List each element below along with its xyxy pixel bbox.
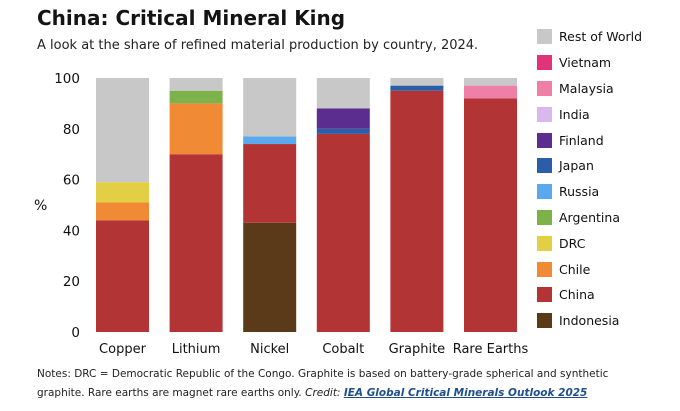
y-tick-label-60: 60 [63,173,80,189]
bar-segment-cobalt-rest-of-world [316,78,370,109]
legend-label-vietnam: Vietnam [559,55,612,71]
credit-label: Credit: [305,387,341,399]
bar-segment-cobalt-finland [316,108,370,129]
y-tick-label-100: 100 [54,71,80,87]
x-tick-label-nickel: Nickel [250,342,289,357]
bar-stack-lithium [169,78,223,332]
legend-label-russia: Russia [559,184,600,200]
legend-swatch-russia [537,184,552,200]
chart-title: China: Critical Mineral King [37,6,346,30]
x-tick-label-lithium: Lithium [172,342,221,357]
bar-stack-nickel [243,78,297,332]
legend-label-argentina: Argentina [559,209,620,225]
legend-item-rest-of-world: Rest of World [537,24,677,50]
y-axis-ticks: 0 20 40 60 80 100 [54,71,80,341]
bar-segment-copper-rest-of-world [96,78,149,183]
legend-swatch-indonesia [537,313,552,329]
legend-item-india: India [537,101,677,127]
legend-item-russia: Russia [537,179,677,205]
legend-item-vietnam: Vietnam [537,50,677,76]
credit-source-link[interactable]: IEA Global Critical Minerals Outlook 202… [343,387,588,399]
legend-item-japan: Japan [537,153,677,179]
bar-segment-rare-earths-malaysia [464,85,517,99]
bar-segment-graphite-japan [390,85,444,91]
legend-swatch-chile [537,261,552,277]
legend-item-finland: Finland [537,127,677,153]
legend-label-finland: Finland [559,132,604,148]
bar-stack-rare-earths [464,78,517,332]
y-tick-label-40: 40 [63,223,80,239]
legend-swatch-argentina [537,209,552,225]
bar-segment-cobalt-china [316,133,370,332]
bar-segment-rare-earths-rest-of-world [464,78,517,86]
bar-segment-graphite-rest-of-world [390,78,444,86]
bar-segment-copper-chile [96,202,149,221]
legend-label-japan: Japan [559,158,594,174]
legend-label-malaysia: Malaysia [559,80,614,96]
legend-swatch-vietnam [537,55,552,71]
bar-segment-nickel-indonesia [243,222,297,332]
legend-label-chile: Chile [559,261,591,277]
legend-item-malaysia: Malaysia [537,76,677,102]
bar-segment-nickel-russia [243,136,297,145]
bar-stack-graphite [390,78,444,332]
legend-label-india: India [559,106,590,122]
bar-stack-copper [96,78,149,332]
legend-swatch-rest-of-world [537,29,552,45]
bar-segment-lithium-china [169,154,223,332]
bar-segment-nickel-china [243,144,297,223]
notes-text: Notes: DRC = Democratic Republic of the … [37,368,609,399]
legend-swatch-china [537,287,552,303]
bar-segment-copper-china [96,220,149,332]
bar-segment-lithium-chile [169,103,223,155]
bar-segment-lithium-rest-of-world [169,78,223,91]
y-tick-label-0: 0 [71,325,80,341]
chart-legend: Rest of World Vietnam Malaysia India Finland… [537,24,677,334]
y-tick-label-20: 20 [63,274,80,290]
x-tick-label-copper: Copper [99,342,147,357]
legend-swatch-india [537,106,552,122]
y-tick-label-80: 80 [63,122,80,138]
legend-item-argentina: Argentina [537,205,677,231]
bar-segment-lithium-argentina [169,90,223,104]
legend-item-china: China [537,282,677,308]
x-axis-labels: Copper Lithium Nickel Cobalt Graphite Rare Ea… [99,342,528,357]
bar-stacks [96,78,517,332]
legend-swatch-malaysia [537,80,552,96]
legend-item-indonesia: Indonesia [537,308,677,334]
legend-swatch-drc [537,235,552,251]
chart-notes: Notes: DRC = Democratic Republic of the … [37,365,637,403]
bar-segment-copper-drc [96,182,149,203]
legend-item-drc: DRC [537,230,677,256]
legend-item-chile: Chile [537,256,677,282]
legend-label-indonesia: Indonesia [559,313,620,329]
legend-label-rest-of-world: Rest of World [559,29,643,45]
legend-swatch-japan [537,158,552,174]
stacked-bar-chart: 0 20 40 60 80 100 Copper Lithium Nickel Cobalt Gr… [54,71,528,357]
y-axis-label: % [34,198,48,214]
x-tick-label-rare-earths: Rare Earths [453,342,529,357]
bar-segment-nickel-rest-of-world [243,78,297,137]
x-tick-label-cobalt: Cobalt [322,342,364,357]
x-tick-label-graphite: Graphite [389,342,446,357]
legend-swatch-finland [537,132,552,148]
bar-segment-rare-earths-china [464,98,517,332]
bar-segment-cobalt-japan [316,128,370,134]
bar-stack-cobalt [316,78,370,332]
legend-label-china: China [559,287,595,303]
chart-subtitle: A look at the share of refined material … [37,38,479,53]
bar-segment-graphite-china [390,90,444,332]
legend-label-drc: DRC [559,235,586,251]
